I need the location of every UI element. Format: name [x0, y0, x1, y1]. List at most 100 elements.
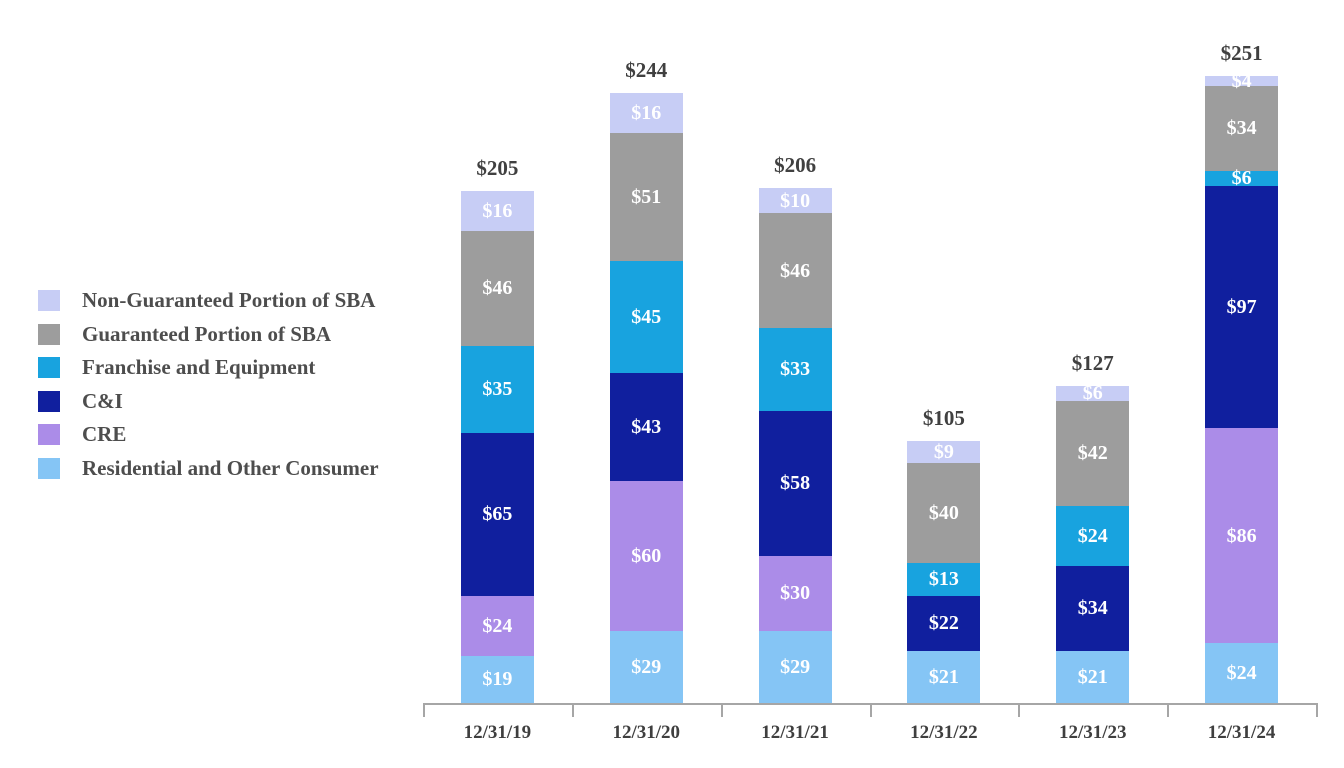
bar-segment: $22 — [907, 595, 981, 651]
bar-segment: $30 — [758, 555, 832, 631]
bar-total-label: $244 — [625, 58, 668, 82]
bar-segment: $40 — [907, 463, 981, 563]
bar-segment: $65 — [460, 433, 534, 596]
segment-value-label: $13 — [928, 568, 959, 591]
segment-value-label: $46 — [780, 259, 811, 282]
bar-segment: $46 — [460, 230, 534, 346]
segment-value-label: $65 — [482, 503, 513, 526]
segment-value-label: $29 — [780, 655, 811, 678]
legend-item-label: Non-Guaranteed Portion of SBA — [82, 288, 376, 313]
legend-swatch-icon — [38, 390, 60, 412]
bar-total-label: $251 — [1220, 40, 1263, 65]
x-axis-tick — [1316, 703, 1318, 717]
bar-total-label: $205 — [476, 155, 519, 180]
segment-value-label: $60 — [631, 544, 662, 567]
bar-segment: $21 — [1056, 650, 1130, 703]
segment-value-label: $34 — [1226, 117, 1257, 139]
bar-segment: $34 — [1205, 85, 1279, 171]
legend-item-label: Franchise and Equipment — [82, 355, 316, 380]
bar-segment: $35 — [460, 345, 534, 433]
segment-value-label: $4 — [1231, 69, 1252, 92]
legend-swatch-icon — [38, 457, 60, 479]
bar-segment: $24 — [1205, 643, 1279, 703]
segment-value-label: $46 — [482, 277, 513, 299]
segment-value-label: $6 — [1082, 382, 1103, 404]
bar-segment: $60 — [609, 480, 683, 631]
x-axis-category-label: 12/31/24 — [1207, 722, 1276, 743]
legend-item: Non-Guaranteed Portion of SBA — [38, 284, 379, 318]
bar-total-label: $206 — [774, 153, 817, 177]
bar-segment: $16 — [460, 190, 534, 231]
legend-item: Residential and Other Consumer — [38, 452, 379, 486]
bar-segment: $6 — [1056, 382, 1130, 404]
segment-value-label: $9 — [933, 440, 954, 463]
legend-item: C&I — [38, 385, 379, 419]
x-axis-category-label: 12/31/21 — [761, 722, 829, 743]
bar-segment: $29 — [758, 630, 832, 703]
legend-swatch-icon — [38, 357, 60, 379]
segment-value-label: $51 — [631, 185, 662, 208]
bar-segment: $29 — [609, 630, 683, 703]
bar-segment: $97 — [1205, 185, 1279, 428]
x-axis-category-label: 12/31/19 — [463, 722, 532, 743]
segment-value-label: $24 — [1226, 662, 1257, 684]
bar-12-31-23: $21 $34 $24 $42 $6 — [1056, 382, 1130, 703]
segment-value-label: $19 — [482, 668, 513, 691]
bar-12-31-19: $19 $24 $65 $35 $46 $16 — [460, 190, 534, 703]
segment-value-label: $33 — [780, 358, 811, 381]
segment-value-label: $45 — [631, 305, 662, 328]
legend-swatch-icon — [38, 290, 60, 312]
segment-value-label: $29 — [631, 655, 662, 678]
bar-segment: $34 — [1056, 565, 1130, 651]
bar-segment: $21 — [907, 650, 981, 703]
bar-segment: $19 — [460, 655, 534, 703]
x-axis-tick — [423, 703, 425, 717]
legend-item-label: C&I — [82, 388, 123, 413]
segment-value-label: $10 — [780, 189, 811, 212]
bar-12-31-21: $29 $30 $58 $33 $46 $10 — [758, 188, 832, 703]
segment-value-label: $22 — [928, 612, 959, 634]
x-axis-tick — [571, 703, 574, 717]
segment-value-label: $21 — [928, 665, 959, 688]
bar-segment: $16 — [609, 93, 683, 133]
segment-value-label: $35 — [482, 378, 513, 401]
x-axis-category-label: 12/31/20 — [612, 722, 681, 743]
segment-value-label: $16 — [631, 102, 662, 124]
legend-item-label: Guaranteed Portion of SBA — [82, 321, 332, 346]
bar-12-31-22: $21 $22 $13 $40 $9 — [907, 440, 981, 703]
bar-12-31-24: $24 $86 $97 $6 $34 $4 — [1205, 71, 1279, 703]
bar-12-31-20: $29 $60 $43 $45 $51 $16 — [609, 93, 683, 703]
chart-legend: Non-Guaranteed Portion of SBA Guaranteed … — [38, 284, 379, 485]
bar-segment: $86 — [1205, 428, 1279, 643]
x-axis-tick — [869, 703, 872, 717]
bar-segment: $6 — [1205, 168, 1279, 188]
segment-value-label: $58 — [780, 472, 811, 494]
segment-value-label: $21 — [1077, 665, 1108, 688]
bar-segment: $33 — [758, 328, 832, 411]
bar-segment: $9 — [907, 440, 981, 463]
segment-value-label: $42 — [1077, 442, 1108, 464]
segment-value-label: $34 — [1077, 597, 1108, 619]
legend-item: Franchise and Equipment — [38, 351, 379, 385]
bar-total-label: $127 — [1071, 350, 1114, 375]
segment-value-label: $40 — [928, 502, 959, 524]
segment-value-label: $30 — [780, 582, 811, 604]
x-axis-tick — [720, 703, 723, 717]
segment-value-label: $97 — [1226, 295, 1257, 318]
bar-segment: $13 — [907, 563, 981, 596]
legend-item-label: Residential and Other Consumer — [82, 455, 379, 480]
legend-item: Guaranteed Portion of SBA — [38, 318, 379, 352]
bar-total-label: $105 — [922, 405, 965, 430]
bar-segment: $42 — [1056, 400, 1130, 506]
bar-segment: $24 — [460, 595, 534, 656]
segment-value-label: $16 — [482, 199, 513, 222]
x-axis-category-label: 12/31/23 — [1058, 722, 1127, 743]
bar-segment: $58 — [758, 410, 832, 556]
legend-item: CRE — [38, 418, 379, 452]
x-axis-tick — [1018, 703, 1021, 717]
x-axis-category-label: 12/31/22 — [910, 722, 978, 743]
segment-value-label: $24 — [482, 614, 513, 637]
x-axis-tick — [1167, 703, 1170, 717]
bar-segment: $51 — [609, 133, 683, 261]
segment-value-label: $43 — [631, 415, 662, 438]
